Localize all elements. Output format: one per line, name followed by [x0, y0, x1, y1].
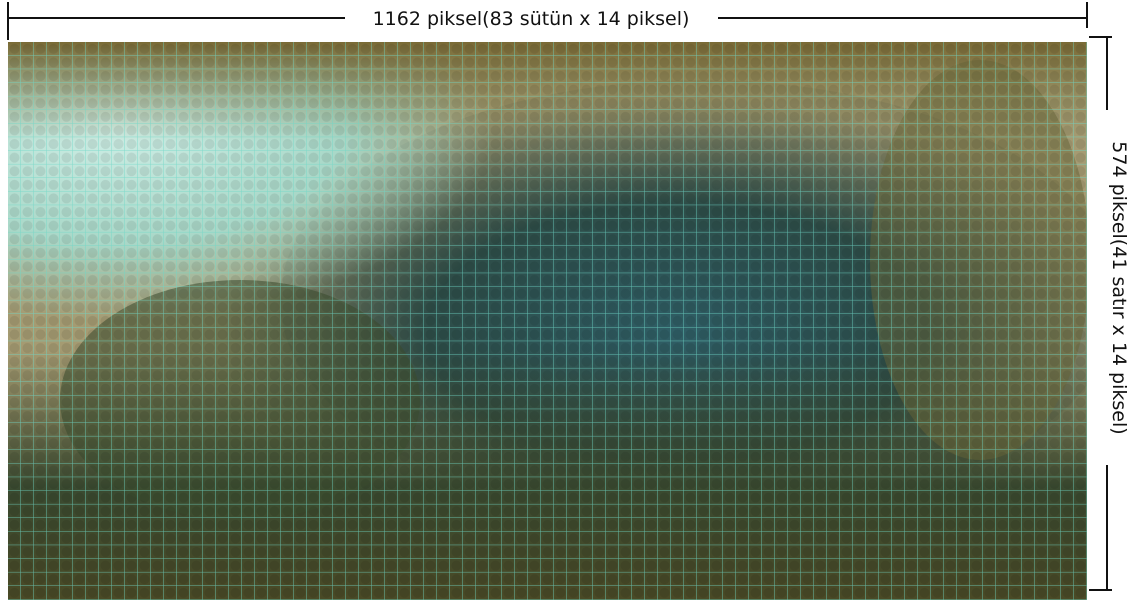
- width-label: 1162 piksel(83 sütün x 14 piksel): [373, 8, 690, 30]
- height-label: 574 piksel(41 satır x 14 piksel): [1108, 141, 1129, 434]
- mosaic-figure: 1162 piksel(83 sütün x 14 piksel) 574 pi…: [0, 0, 1129, 605]
- page: 1162 piksel(83 sütün x 14 piksel) 574 pi…: [0, 0, 1129, 605]
- mosaic-image: [8, 42, 1120, 600]
